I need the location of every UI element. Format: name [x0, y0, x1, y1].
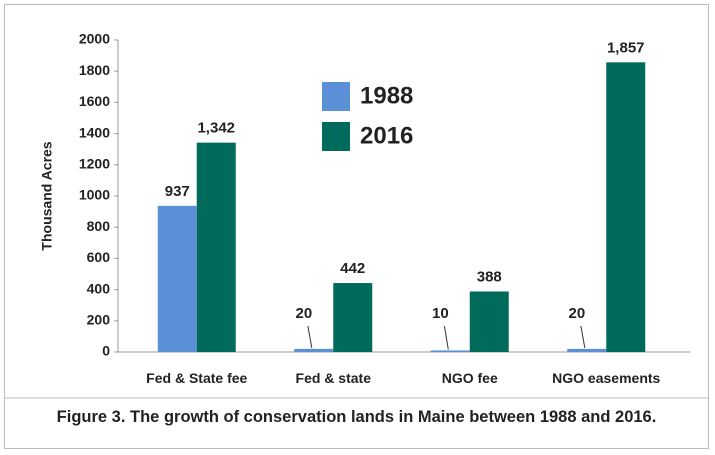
x-tick-label: Fed & state easements [295, 370, 371, 386]
caption: Figure 3. The growth of conservation lan… [56, 408, 657, 426]
x-tick-label: NGO fee [441, 370, 498, 386]
y-tick-label: 1400 [79, 124, 110, 140]
value-label: 937 [165, 183, 190, 200]
value-label: 442 [340, 260, 365, 277]
bar [157, 205, 197, 352]
leader-line [580, 325, 586, 348]
y-tick-label: 400 [87, 280, 111, 296]
x-tick-label: NGO easements [552, 370, 661, 386]
legend-swatch [322, 82, 350, 111]
bar [469, 291, 509, 352]
y-tick-label: 1600 [79, 93, 110, 109]
y-tick-label: 1000 [79, 187, 110, 203]
value-label: 20 [296, 305, 313, 322]
leader-line [307, 325, 313, 348]
x-tick-label: Fed & State fee [146, 370, 248, 386]
value-label: 388 [477, 268, 502, 285]
y-axis-label: Thousand Acres [39, 141, 55, 250]
bar [567, 348, 607, 352]
frame [4, 4, 709, 449]
legend-swatch [322, 122, 350, 151]
value-label: 10 [432, 305, 449, 322]
bar [430, 350, 470, 352]
value-label: 1,857 [607, 39, 645, 56]
y-tick-label: 200 [87, 312, 111, 328]
value-label: 20 [569, 305, 586, 322]
value-label: 1,342 [197, 120, 235, 137]
y-tick-label: 800 [87, 218, 111, 234]
y-tick-label: 0 [102, 343, 110, 359]
leader-line [443, 325, 449, 350]
y-tick-label: 600 [87, 249, 111, 265]
bar [333, 283, 373, 352]
y-tick-label: 2000 [79, 31, 110, 47]
y-tick-label: 1200 [79, 156, 110, 172]
y-tick-label: 1800 [79, 62, 110, 78]
bar [196, 142, 236, 352]
legend-label: 1988 [360, 82, 413, 109]
bar [294, 348, 334, 352]
legend-label: 2016 [360, 122, 413, 149]
bar [606, 62, 646, 353]
